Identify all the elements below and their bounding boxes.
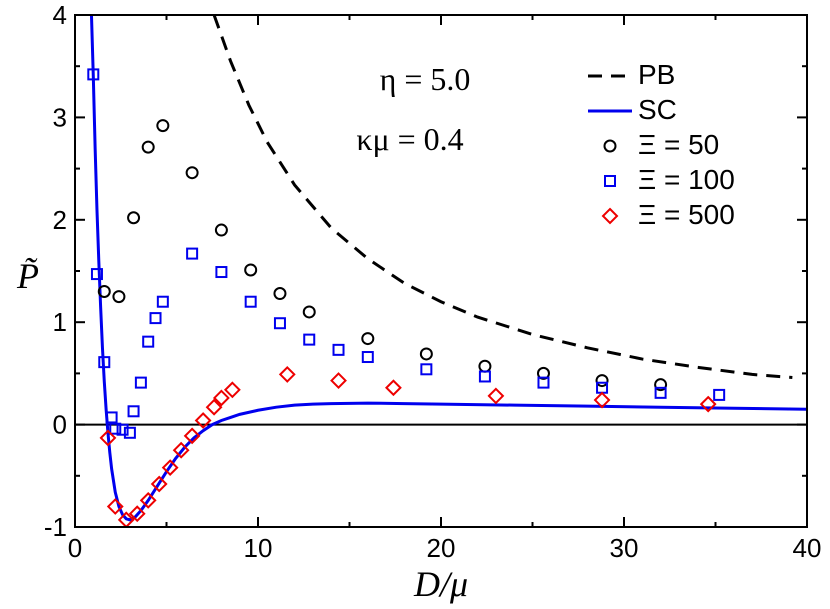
data-point-diamond [194, 412, 212, 429]
data-point-circle [97, 284, 111, 298]
data-point-circle [214, 223, 228, 237]
legend-swatch-square [604, 175, 616, 187]
data-point-circle [185, 166, 199, 180]
data-point-square [215, 266, 228, 279]
x-tick-label: 20 [427, 533, 456, 563]
annotation-eta: η = 5.0 [380, 61, 471, 97]
annotation-kappa-mu: κμ = 0.4 [356, 121, 463, 157]
legend-label: Ξ = 50 [638, 129, 719, 160]
data-point-square [127, 405, 140, 418]
series-line-pb [212, 15, 793, 379]
data-point-diamond [278, 366, 296, 383]
data-point-square [537, 376, 550, 389]
data-point-diamond [106, 498, 124, 515]
data-point-circle [478, 359, 492, 373]
data-point-diamond [99, 429, 117, 447]
data-point-square [87, 68, 100, 81]
data-point-square [109, 422, 122, 435]
y-tick-label: 0 [53, 410, 67, 440]
data-point-circle [141, 140, 155, 154]
data-point-diamond [172, 441, 190, 459]
y-axis-title: P̃ [16, 256, 39, 296]
data-point-square [98, 356, 111, 369]
plot-area [75, 15, 807, 527]
x-tick-label: 30 [610, 533, 639, 563]
data-point-square [123, 426, 136, 439]
data-point-diamond [330, 372, 347, 389]
y-tick-label: 1 [53, 307, 67, 337]
data-point-diamond [223, 381, 241, 399]
y-tick-label: 4 [53, 0, 67, 30]
data-point-square [142, 335, 155, 348]
data-point-square [713, 388, 726, 401]
y-tick-label: -1 [44, 512, 67, 542]
data-point-square [654, 386, 667, 399]
data-point-square [420, 363, 433, 376]
legend-swatch-diamond [601, 207, 619, 225]
data-point-square [156, 295, 169, 308]
legend-label: SC [638, 94, 677, 125]
x-tick-label: 40 [793, 533, 822, 563]
x-axis-title: D/μ [413, 564, 468, 604]
y-tick-label: 2 [53, 205, 67, 235]
data-point-circle [419, 347, 433, 361]
data-point-square [244, 295, 257, 308]
axis-ticks [74, 14, 808, 528]
data-point-diamond [385, 379, 402, 397]
data-point-square [273, 317, 286, 330]
legend: PB SC Ξ = 50 Ξ = 100 Ξ = 500 [588, 59, 735, 230]
data-point-circle [536, 366, 550, 380]
legend-label: Ξ = 500 [638, 199, 735, 230]
data-point-square [105, 411, 118, 424]
data-point-square [303, 333, 316, 346]
data-point-diamond [150, 475, 168, 493]
legend-swatch-circle [603, 139, 617, 153]
data-point-diamond [205, 398, 223, 416]
data-point-diamond [699, 395, 717, 413]
data-point-square [332, 343, 345, 356]
data-point-diamond [487, 387, 505, 405]
x-tick-label: 0 [68, 533, 82, 563]
data-point-circle [273, 287, 287, 301]
data-point-circle [127, 211, 141, 225]
legend-label: PB [638, 59, 675, 90]
data-point-circle [654, 378, 668, 392]
data-point-diamond [593, 391, 611, 409]
data-point-square [186, 247, 199, 260]
data-point-diamond [212, 389, 230, 407]
legend-label: Ξ = 100 [638, 164, 735, 195]
data-point-circle [112, 290, 126, 304]
data-point-circle [156, 119, 170, 133]
data-point-square [90, 268, 103, 281]
data-point-square [134, 376, 147, 389]
data-point-square [116, 423, 129, 436]
data-point-square [478, 370, 491, 383]
y-tick-label: 3 [53, 102, 67, 132]
data-point-circle [302, 305, 316, 319]
data-point-square [149, 312, 162, 325]
data-point-circle [595, 374, 609, 388]
data-point-diamond [139, 491, 157, 509]
data-point-circle [361, 332, 375, 346]
data-point-diamond [183, 427, 201, 445]
data-point-diamond [128, 505, 146, 523]
data-point-diamond [161, 459, 179, 477]
data-point-square [361, 351, 374, 364]
data-point-circle [244, 263, 258, 277]
series-markers [87, 68, 726, 527]
x-tick-label: 10 [244, 533, 273, 563]
